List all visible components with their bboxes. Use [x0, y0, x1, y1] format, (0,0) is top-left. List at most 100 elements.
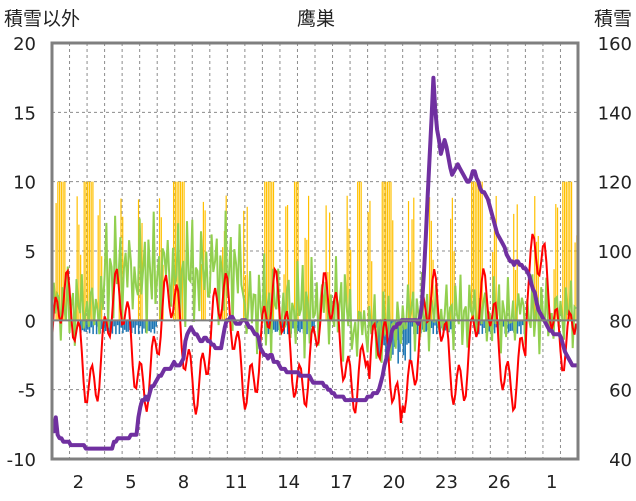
snow-depth-line — [51, 75, 579, 451]
sunshine-bar — [286, 205, 289, 321]
x-tick-label: 17 — [330, 472, 353, 493]
sunshine-bar — [451, 197, 453, 321]
sunshine-bar — [139, 256, 141, 321]
sunshine-bar — [97, 215, 99, 321]
sunshine-bar — [306, 239, 308, 321]
precip-bar — [139, 320, 142, 327]
sunshine-bar — [371, 261, 373, 321]
x-tick-label: 11 — [225, 472, 248, 493]
sunshine-bar — [493, 226, 496, 321]
sunshine-bar — [62, 181, 64, 321]
chart-title: 鹰巣 — [297, 8, 335, 30]
sunshine-bar — [59, 181, 61, 321]
sunshine-bar — [99, 199, 101, 321]
x-tick-label: 8 — [178, 472, 189, 493]
sunshine-bar — [174, 181, 176, 321]
x-tick-label: 14 — [277, 472, 300, 493]
sunshine-bar — [348, 228, 350, 321]
sunshine-bar — [390, 181, 392, 321]
precip-bar — [311, 320, 314, 328]
precip-bar — [392, 320, 394, 355]
precip-bar — [520, 320, 522, 335]
sunshine-bar — [64, 181, 66, 321]
precip-bar — [432, 320, 435, 334]
sunshine-bar — [476, 181, 478, 321]
sunshine-bar — [556, 207, 559, 321]
sunshine-bar — [55, 203, 57, 321]
sunshine-bar — [358, 181, 361, 321]
sunshine-bar — [183, 181, 185, 321]
sunshine-bar — [264, 181, 266, 321]
x-tick-label: 5 — [125, 472, 136, 493]
sunshine-bar — [453, 251, 455, 321]
sunshine-bar — [565, 181, 567, 321]
sunshine-bar — [386, 181, 389, 321]
precip-bar — [481, 320, 484, 334]
sunshine-bar — [90, 181, 92, 321]
precip-bar — [123, 320, 126, 330]
sunshine-bar — [265, 181, 268, 321]
sunshine-bar — [553, 269, 555, 321]
precip-bar — [95, 320, 98, 335]
precip-bar — [274, 320, 277, 332]
precip-bar — [385, 320, 387, 360]
x-tick-label: 2 — [73, 472, 84, 493]
precip-bar — [153, 320, 156, 334]
sunshine-bar — [350, 249, 352, 321]
sunshine-bar — [122, 216, 124, 321]
x-tick-label: 26 — [488, 472, 511, 493]
precip-bar — [125, 320, 128, 332]
precip-bar — [297, 320, 300, 332]
sunshine-bar — [411, 219, 413, 321]
sunshine-bar — [407, 201, 410, 321]
precip-bar — [143, 320, 145, 329]
precip-bar — [450, 320, 452, 330]
sunshine-bar — [346, 195, 348, 321]
x-tick-label: 23 — [435, 472, 458, 493]
sunshine-bar — [513, 213, 515, 321]
sunshine-bar — [574, 242, 576, 321]
sunshine-bar — [88, 181, 91, 321]
sunshine-bar — [181, 181, 183, 321]
y-tick-left: -5 — [18, 381, 36, 402]
sunshine-bar — [478, 181, 480, 321]
precip-bar — [272, 320, 275, 330]
precip-bar — [406, 320, 408, 345]
precip-bar — [130, 320, 133, 334]
sunshine-bar — [60, 181, 62, 321]
sunshine-bar — [385, 181, 387, 321]
sunshine-bar — [479, 181, 482, 321]
sunshine-bar — [567, 181, 569, 321]
sunshine-bar — [357, 181, 359, 321]
precip-bar — [416, 320, 419, 335]
sunshine-bar — [450, 218, 452, 321]
precip-bar — [292, 320, 294, 329]
precip-bar — [509, 320, 512, 332]
sunshine-bar — [179, 181, 182, 321]
precip-bar — [104, 320, 107, 331]
sunshine-bar — [78, 224, 80, 321]
precip-bar — [378, 320, 380, 357]
precip-bar — [397, 320, 399, 364]
precip-bar — [276, 320, 278, 332]
sunshine-bar — [367, 212, 369, 321]
precip-bar — [118, 320, 121, 335]
precip-bar — [136, 320, 138, 326]
sunshine-bar — [325, 205, 327, 321]
sunshine-bar — [201, 264, 203, 321]
precip-bar — [299, 320, 301, 333]
precip-bar — [141, 320, 143, 334]
sunshine-bar — [307, 195, 310, 321]
sunshine-bar — [562, 181, 564, 321]
sunshine-bar — [243, 210, 245, 321]
sunshine-bar — [244, 275, 247, 321]
sunshine-bar — [295, 181, 297, 321]
sunshine-bar — [297, 181, 299, 321]
x-tick-label: 20 — [382, 472, 405, 493]
precip-bar — [493, 320, 496, 334]
sunshine-bar — [360, 181, 362, 321]
precip-bar — [476, 320, 478, 326]
y-tick-left: -10 — [7, 450, 36, 471]
y-tick-left: 15 — [13, 103, 36, 124]
